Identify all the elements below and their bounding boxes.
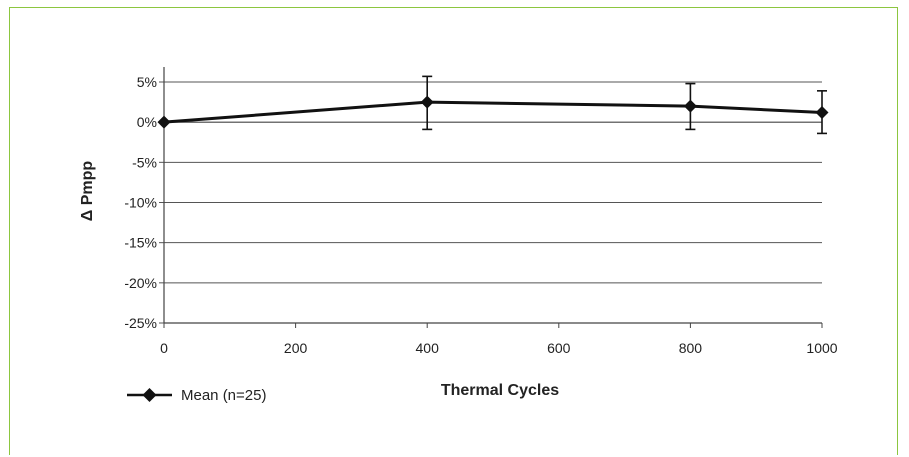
series-group — [157, 75, 829, 135]
y-tick-label: -15% — [124, 235, 157, 251]
series-line — [163, 100, 823, 124]
y-tick-labels: 5% 0% -5% -10% -15% -20% -25% — [124, 74, 157, 331]
chart-frame — [9, 7, 898, 455]
legend-label: Mean (n=25) — [181, 387, 266, 404]
y-tick-label: -25% — [124, 315, 157, 331]
x-axis-title: Thermal Cycles — [441, 382, 559, 399]
data-point — [683, 99, 697, 113]
data-point — [815, 106, 829, 120]
y-tick-label: -10% — [124, 195, 157, 211]
legend: Mean (n=25) — [127, 387, 266, 404]
x-tick-label: 600 — [547, 340, 571, 356]
x-tick-label: 400 — [416, 340, 440, 356]
x-tick-label: 0 — [160, 340, 168, 356]
y-tick-label: 5% — [137, 74, 157, 90]
y-tick-label: 0% — [137, 114, 157, 130]
y-tick-label: -5% — [132, 154, 157, 170]
axes — [159, 67, 823, 328]
gridlines — [164, 81, 822, 284]
y-axis-title: Δ Pmpp — [79, 161, 96, 222]
y-tick-label: -20% — [124, 275, 157, 291]
data-point — [157, 115, 171, 129]
x-tick-labels: 0 200 400 600 800 1000 — [160, 340, 838, 356]
legend-diamond-icon — [142, 388, 157, 402]
data-point — [420, 95, 434, 109]
x-tick-label: 800 — [679, 340, 703, 356]
x-tick-label: 1000 — [806, 340, 837, 356]
x-tick-label: 200 — [284, 340, 308, 356]
